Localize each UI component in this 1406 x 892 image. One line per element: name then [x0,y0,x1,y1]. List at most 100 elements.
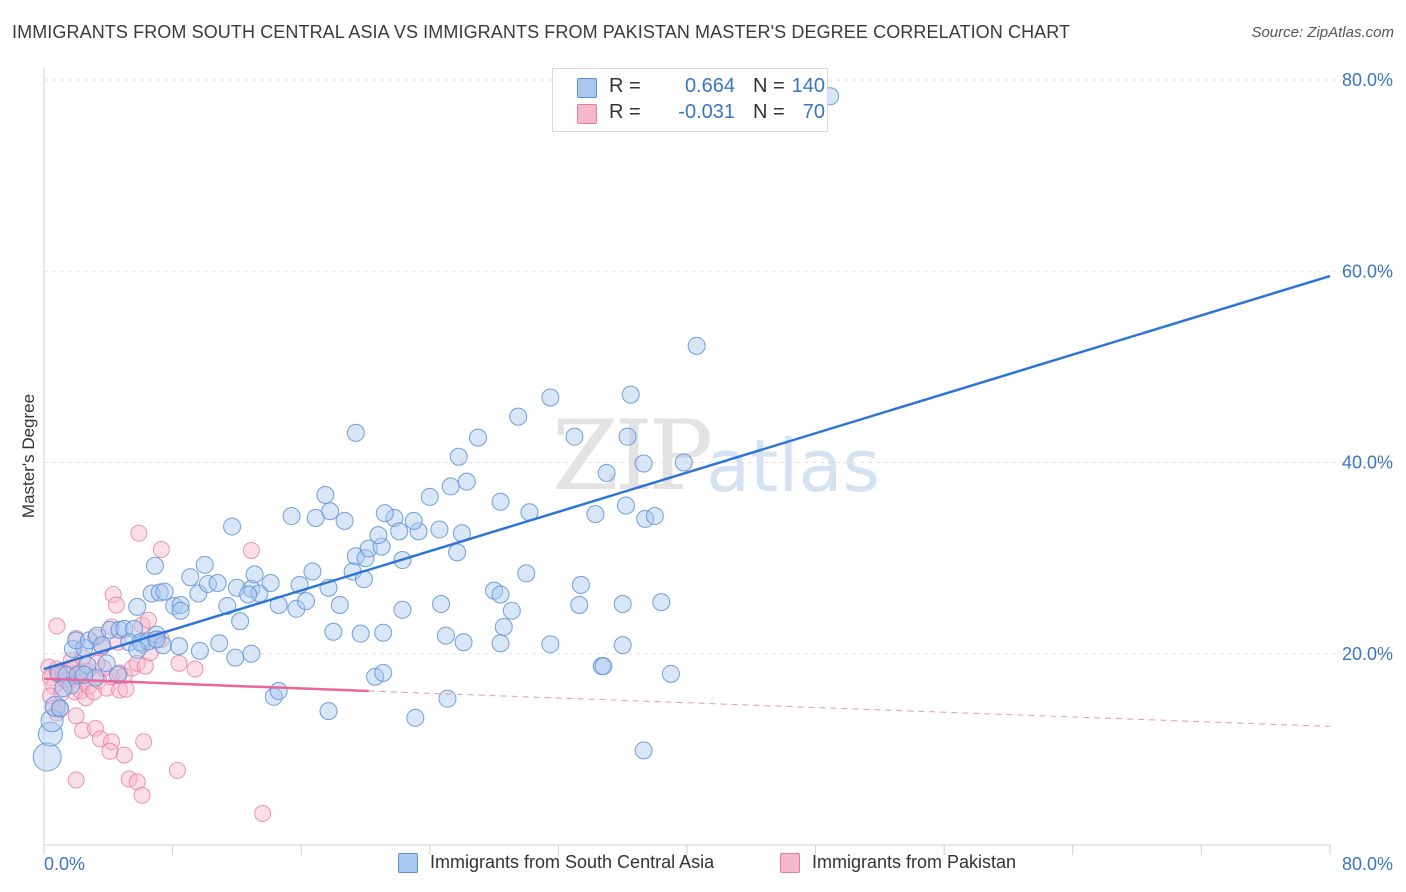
data-point-pakistan [101,742,119,760]
data-point-south-central-asia [594,657,613,676]
data-point-pakistan [133,786,151,804]
data-point-south-central-asia [652,593,671,612]
data-point-pakistan [115,746,133,764]
data-point-pakistan [136,657,154,675]
data-point-south-central-asia [541,388,560,407]
data-point-south-central-asia [297,592,316,611]
data-point-south-central-asia [128,640,147,659]
data-point-south-central-asia [171,601,190,620]
data-point-south-central-asia [390,522,409,541]
data-point-south-central-asia [335,511,354,530]
data-point-south-central-asia [661,664,680,683]
legend-r-value: -0.031 [678,101,735,123]
data-point-south-central-asia [385,508,404,527]
legend-r-label: R = [609,101,641,123]
data-point-south-central-asia [44,695,66,717]
data-point-pakistan [107,596,125,614]
data-point-south-central-asia [565,427,584,446]
axis-labels: 20.0% 40.0% 60.0% 80.0% 0.0% 80.0% Master's De… [19,70,1393,874]
data-point-south-central-asia [239,585,258,604]
data-point-south-central-asia [210,634,229,653]
data-point-pakistan [254,804,272,822]
y-axis-label: Master's Degree [19,394,38,518]
data-point-south-central-asia [618,427,637,446]
watermark-zip: ZIP [552,400,713,512]
data-point-south-central-asia [171,595,190,614]
south-central-asia-points [32,87,840,772]
data-point-south-central-asia [97,654,116,673]
bottom-legend-label: Immigrants from South Central Asia [430,852,715,872]
data-point-south-central-asia [189,584,208,603]
data-point-south-central-asia [586,505,605,524]
data-point-south-central-asia [570,595,589,614]
data-point-south-central-asia [100,620,119,639]
data-point-pakistan [170,654,188,672]
data-point-south-central-asia [208,573,227,592]
data-point-pakistan [48,617,66,635]
trend-line-pakistan-extension [368,690,1331,727]
legend-r-label: R = [609,75,641,97]
y-tick-label: 20.0% [1342,644,1393,664]
data-point-south-central-asia [404,511,423,530]
data-point-south-central-asia [494,617,513,636]
legend-n-label: N = [753,75,785,97]
data-point-south-central-asia [198,574,217,593]
chart-title: IMMIGRANTS FROM SOUTH CENTRAL ASIA VS IM… [12,22,1071,42]
y-tick-label: 40.0% [1342,453,1393,473]
data-point-south-central-asia [613,595,632,614]
data-point-pakistan [242,541,260,559]
data-point-south-central-asia [621,385,640,404]
data-point-south-central-asia [245,565,264,584]
data-point-south-central-asia [449,447,468,466]
blue-swatch-icon [577,78,597,98]
data-point-pakistan [117,680,135,698]
data-point-south-central-asia [269,682,288,701]
data-point-south-central-asia [616,496,635,515]
data-point-south-central-asia [218,596,237,615]
data-point-south-central-asia [54,679,73,698]
trend-lines [43,274,1331,727]
data-point-pakistan [86,719,104,737]
data-point-pakistan [135,733,153,751]
pink-swatch-icon [780,853,800,873]
data-point-south-central-asia [316,486,335,505]
data-point-south-central-asia [374,623,393,642]
data-point-south-central-asia [155,582,174,601]
pink-swatch-icon [577,104,597,124]
x-tick-label: 80.0% [1342,854,1393,874]
data-point-south-central-asia [303,562,322,581]
data-point-south-central-asia [190,641,209,660]
data-point-south-central-asia [491,585,510,604]
data-point-south-central-asia [491,634,510,653]
data-point-south-central-asia [287,599,306,618]
data-point-south-central-asia [374,663,393,682]
data-point-south-central-asia [375,504,394,523]
data-point-pakistan [67,771,85,789]
data-point-south-central-asia [491,492,510,511]
legend-n-value: 140 [791,75,825,97]
data-point-south-central-asia [613,636,632,655]
data-point-south-central-asia [32,742,62,772]
data-point-south-central-asia [51,699,70,718]
watermark-atlas: atlas [706,424,880,508]
correlation-legend: R = 0.664 N = 140 R = -0.031 N = 70 [552,68,828,132]
data-point-pakistan [67,707,85,725]
data-point-south-central-asia [674,453,693,472]
data-point-south-central-asia [517,564,536,583]
x-tick-label: 0.0% [44,854,85,874]
data-point-south-central-asia [231,612,250,631]
data-point-south-central-asia [145,556,164,575]
data-point-south-central-asia [436,626,455,645]
grid-lines [44,79,1392,655]
y-tick-label: 60.0% [1342,261,1393,281]
data-point-south-central-asia [282,507,301,526]
data-point-south-central-asia [330,595,349,614]
legend-n-value: 70 [802,101,825,123]
data-point-south-central-asia [242,644,261,663]
data-point-pakistan [139,611,157,629]
data-point-south-central-asia [469,428,488,447]
data-point-pakistan [104,585,122,603]
bottom-legend-label: Immigrants from Pakistan [812,852,1017,872]
data-point-south-central-asia [108,665,127,684]
data-point-south-central-asia [409,522,428,541]
